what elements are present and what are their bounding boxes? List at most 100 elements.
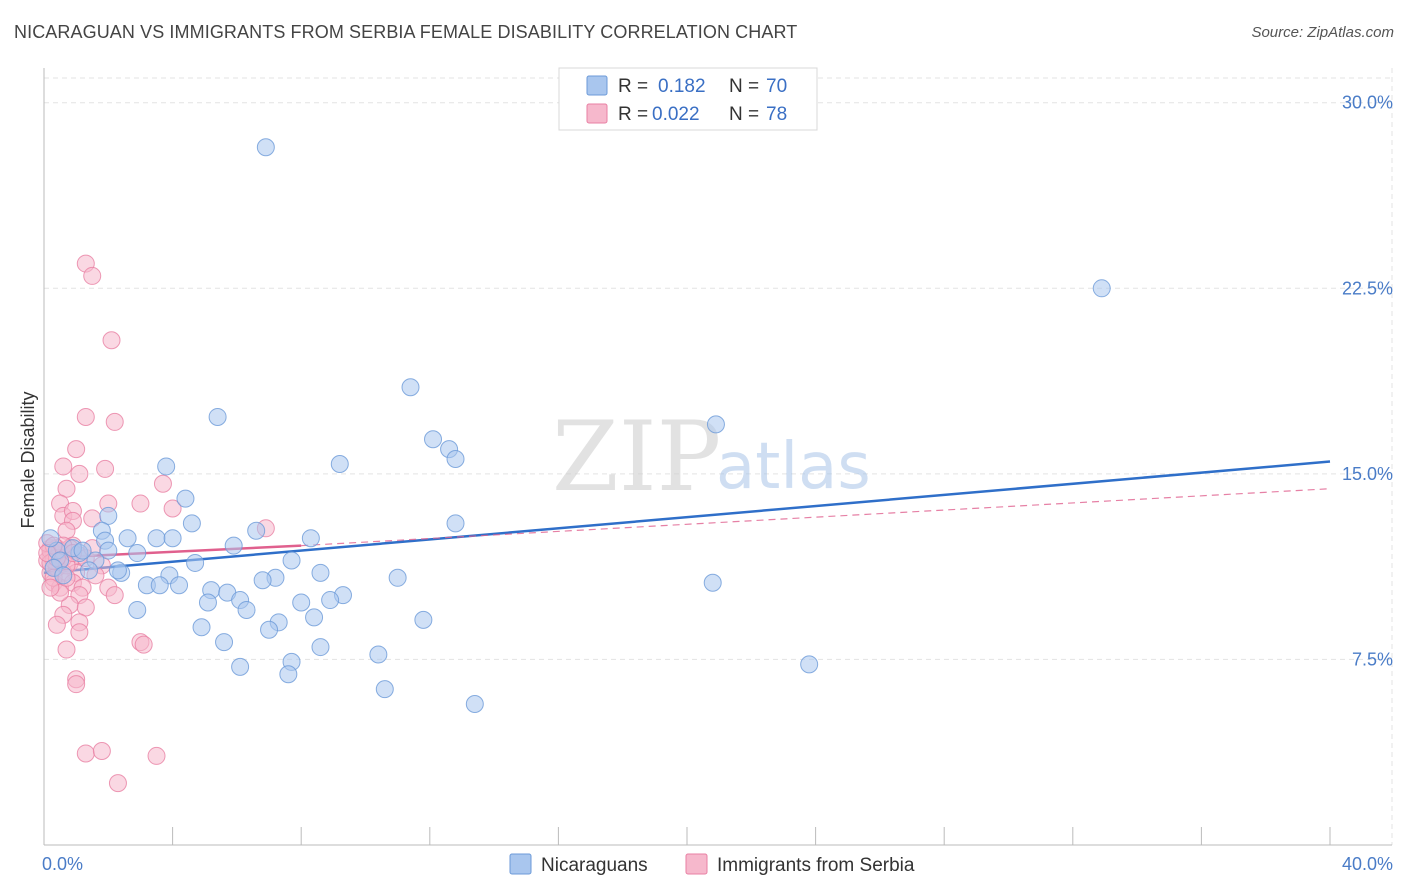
bottom-legend-nicaraguans: Nicaraguans (541, 855, 648, 876)
nicaraguan-point (414, 610, 433, 629)
nicaraguan-point (215, 633, 234, 652)
serbia-point (70, 623, 89, 642)
nicaraguan-point (80, 561, 99, 580)
serbia-point (76, 598, 95, 617)
serbia-point (57, 640, 76, 659)
nicaraguan-point (147, 529, 166, 548)
nicaraguan-point (311, 563, 330, 582)
legend-n-value-2: 78 (766, 104, 787, 125)
nicaraguan-point (176, 489, 195, 508)
serbia-trendline-extension (301, 488, 1331, 547)
nicaraguan-point (292, 593, 311, 612)
legend-n-value-1: 70 (766, 76, 787, 97)
nicaraguan-point (388, 568, 407, 587)
nicaraguan-point (157, 457, 176, 476)
nicaraguan-point (424, 430, 443, 449)
nicaraguan-point (703, 573, 722, 592)
nicaraguan-point (170, 576, 189, 595)
watermark-atlas: atlas (716, 430, 871, 504)
nicaraguan-point (182, 514, 201, 533)
nicaraguan-point (150, 576, 169, 595)
serbia-point (76, 407, 95, 426)
nicaraguan-point (247, 521, 266, 540)
nicaraguan-point (369, 645, 388, 664)
legend-swatch-nicaraguans (586, 75, 608, 96)
nicaraguan-point (231, 657, 250, 676)
serbia-point (153, 474, 172, 493)
nicaraguan-point (301, 529, 320, 548)
serbia-point (147, 746, 166, 765)
nicaraguan-point (99, 506, 118, 525)
nicaraguan-point (54, 566, 73, 585)
nicaraguan-point (1092, 279, 1111, 298)
nicaraguan-point (128, 544, 147, 563)
nicaraguan-point (208, 407, 227, 426)
nicaraguan-point (192, 618, 211, 637)
y-tick-label: 22.5% (1342, 278, 1393, 298)
nicaraguan-point (279, 665, 298, 684)
serbia-point (131, 494, 150, 513)
nicaraguan-point (224, 536, 243, 555)
nicaraguan-point (163, 529, 182, 548)
y-tick-label: 15.0% (1342, 464, 1393, 484)
nicaraguan-point (446, 450, 465, 469)
nicaraguan-point (237, 600, 256, 619)
serbia-point (105, 412, 124, 431)
x-tick-label-min: 0.0% (42, 854, 83, 874)
legend-r-label-2: R = (618, 104, 648, 125)
nicaraguan-point (305, 608, 324, 627)
x-tick-label-max: 40.0% (1342, 854, 1393, 874)
serbia-point (108, 774, 127, 793)
nicaraguan-point (465, 694, 484, 713)
nicaraguan-point (253, 571, 272, 590)
nicaraguan-trendline (43, 460, 1331, 575)
legend-r-value-2: 0.022 (652, 104, 700, 125)
watermark-zip: ZIP (552, 401, 721, 513)
serbia-point (47, 615, 66, 634)
points-layer (38, 138, 1111, 793)
grid-layer (44, 68, 1393, 845)
nicaraguan-point (108, 561, 127, 580)
serbia-point (57, 479, 76, 498)
nicaraguan-point (73, 541, 92, 560)
nicaraguan-point (375, 680, 394, 699)
bottom-legend-swatch-serbia (685, 853, 708, 875)
serbia-point (163, 499, 182, 518)
source-label: Source: ZipAtlas.com (1251, 24, 1394, 41)
serbia-point (102, 331, 121, 350)
nicaraguan-point (41, 529, 60, 548)
legend-n-label-2: N = (729, 104, 759, 125)
serbia-point (67, 440, 86, 459)
serbia-point (67, 675, 86, 694)
legend-r-value-1: 0.182 (658, 76, 706, 97)
serbia-point (76, 744, 95, 763)
top-legend: R = 0.182 N = 70 R = 0.022 N = 78 (558, 67, 818, 131)
nicaraguan-point (198, 593, 217, 612)
y-tick-label: 30.0% (1342, 93, 1393, 113)
serbia-point (41, 578, 60, 597)
y-axis-label: Female Disability (18, 391, 38, 528)
bottom-legend: Nicaraguans Immigrants from Serbia (509, 853, 915, 876)
bottom-legend-serbia: Immigrants from Serbia (717, 855, 915, 876)
serbia-point (105, 586, 124, 605)
nicaraguan-point (256, 138, 275, 157)
serbia-point (134, 635, 153, 654)
nicaraguan-point (330, 454, 349, 473)
axis-layer: 7.5% 15.0% 22.5% 30.0% 0.0% 40.0% (42, 68, 1393, 874)
legend-swatch-serbia (586, 103, 608, 124)
serbia-point (83, 266, 102, 285)
nicaraguan-point (311, 638, 330, 657)
serbia-point (92, 741, 111, 760)
nicaraguan-point (321, 591, 340, 610)
legend-n-label-1: N = (729, 76, 759, 97)
chart-title: NICARAGUAN VS IMMIGRANTS FROM SERBIA FEM… (14, 22, 798, 42)
nicaraguan-point (282, 551, 301, 570)
legend-r-label-1: R = (618, 76, 648, 97)
serbia-point (70, 464, 89, 483)
nicaraguan-point (446, 514, 465, 533)
nicaraguan-point (800, 655, 819, 674)
nicaraguan-point (260, 620, 279, 639)
nicaraguan-point (128, 600, 147, 619)
serbia-point (54, 457, 73, 476)
